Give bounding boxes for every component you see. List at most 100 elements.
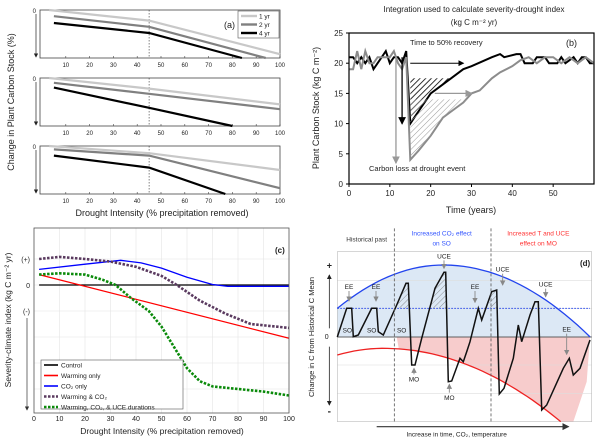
chart-title: Integration used to calculate severity-d… — [384, 5, 565, 14]
plot-frame — [33, 227, 290, 414]
y-tick-label: 25 — [334, 29, 343, 38]
x-tick-label: 100 — [275, 63, 286, 69]
series-line-4 — [39, 271, 290, 397]
legend-label: CO₂ only — [61, 384, 88, 391]
annotation-mo: MO — [444, 395, 454, 402]
legend-box — [40, 359, 184, 410]
x-tick-label: 40 — [132, 416, 140, 423]
x-tick-label: 80 — [229, 199, 236, 205]
uce-hatch — [396, 283, 409, 309]
x-tick-label: 10 — [56, 416, 64, 423]
period-label: effect on MO — [520, 241, 557, 248]
hatched-area-black — [410, 78, 456, 124]
x-tick-label: 30 — [110, 131, 117, 137]
panel-label: (a) — [224, 20, 235, 30]
y-tick-label: 10 — [334, 120, 343, 129]
y-tick-label: 5 — [339, 150, 344, 159]
x-tick-label: 20 — [86, 131, 93, 137]
series-line-2yr — [53, 148, 281, 190]
y-axis-label: Change in Plant Carbon Stock (%) — [6, 33, 16, 171]
x-tick-label: 20 — [86, 63, 93, 69]
x-axis-label: Time (years) — [446, 205, 496, 215]
x-tick-label: 30 — [110, 63, 117, 69]
upper-fill — [337, 265, 590, 337]
period-label: on SO — [432, 241, 450, 248]
x-tick-label: 90 — [253, 63, 260, 69]
annotation-ee: EE — [372, 284, 381, 291]
x-tick-label: 60 — [183, 416, 191, 423]
annotation-so: SO — [397, 327, 406, 334]
series-line-1yr — [49, 144, 281, 172]
annotation-ee: EE — [562, 327, 571, 334]
x-tick-label: 100 — [283, 416, 295, 423]
period-label: Historical past — [346, 237, 387, 244]
x-tick-label: 50 — [158, 199, 165, 205]
x-tick-label: 30 — [467, 189, 476, 198]
series-line-2yr — [53, 81, 281, 111]
y-axis-label: Severity-climate index (kg C m⁻² yr) — [3, 252, 13, 387]
panel-label: (c) — [275, 246, 285, 255]
x-tick-label: 20 — [426, 189, 435, 198]
x-tick-label: 100 — [275, 199, 286, 205]
x-tick-label: 50 — [158, 416, 166, 423]
legend-label: 1 yr — [259, 14, 271, 21]
hatched-area-gray — [410, 99, 468, 160]
series-line-1yr — [48, 8, 281, 56]
x-tick-label: 90 — [253, 131, 260, 137]
subplot-frame — [39, 145, 281, 195]
annotation-uce: UCE — [496, 267, 510, 274]
x-tick-label: 40 — [508, 189, 517, 198]
legend-label: Warming, CO₂, & UCE durations — [61, 405, 155, 412]
y-tick-label: 0 — [339, 180, 344, 189]
subplot-frame — [39, 9, 281, 59]
x-tick-label: 70 — [205, 63, 212, 69]
x-tick-label: 60 — [181, 199, 188, 205]
x-tick-label: 70 — [205, 131, 212, 137]
series-line-4yr — [53, 154, 226, 196]
period-label: Increased CO₂ effect — [412, 231, 472, 238]
uce-hatch — [430, 272, 447, 309]
legend-label: Warming & CO₂ — [61, 394, 107, 401]
x-tick-label: 60 — [181, 63, 188, 69]
panel-label: (b) — [566, 38, 577, 48]
legend-label: Control — [61, 363, 83, 370]
x-tick-label: 40 — [134, 63, 141, 69]
x-tick-label: 20 — [81, 416, 89, 423]
y-tick-label: 0 — [33, 9, 37, 15]
series-line-1yr — [48, 76, 281, 106]
annotation-ee: EE — [471, 284, 480, 291]
y-tick-label: 0 — [33, 145, 37, 151]
chart-subtitle: (kg C m⁻² yr) — [451, 18, 498, 27]
x-tick-label: 100 — [275, 131, 286, 137]
x-tick-label: 40 — [134, 199, 141, 205]
y-tick-label: (-) — [23, 309, 30, 316]
x-axis-label: Increase in time, CO₂, temperature — [406, 432, 507, 439]
y-tick-label: 0 — [33, 77, 37, 83]
y-tick-label: 0 — [26, 283, 30, 290]
y-axis-label: Change in C from Historical C Mean — [307, 277, 316, 397]
annotation-so: SO — [367, 327, 376, 334]
y-tick-label: - — [328, 406, 331, 417]
x-tick-label: 50 — [158, 63, 165, 69]
series-line-1 — [349, 47, 595, 163]
x-axis-label: Drought Intensity (% precipitation remov… — [80, 426, 244, 436]
legend-label: 4 yr — [259, 31, 271, 38]
x-axis-label: Drought Intensity (% precipitation remov… — [75, 208, 248, 218]
y-tick-label: 20 — [334, 59, 343, 68]
x-tick-label: 90 — [253, 199, 260, 205]
annotation: Time to 50% recovery — [410, 38, 483, 47]
plot-frame — [348, 32, 595, 185]
x-tick-label: 90 — [260, 416, 268, 423]
annotation-so: SO — [343, 327, 352, 334]
lower-fill — [396, 337, 590, 422]
x-tick-label: 10 — [385, 189, 394, 198]
period-label: Increased T and UCE — [507, 231, 570, 238]
x-tick-label: 20 — [86, 199, 93, 205]
x-tick-label: 80 — [229, 63, 236, 69]
series-line-1 — [38, 273, 290, 339]
x-tick-label: 0 — [347, 189, 352, 198]
y-tick-label: 0 — [325, 334, 329, 341]
x-tick-label: 50 — [549, 189, 558, 198]
panel-label: (d) — [580, 259, 591, 268]
